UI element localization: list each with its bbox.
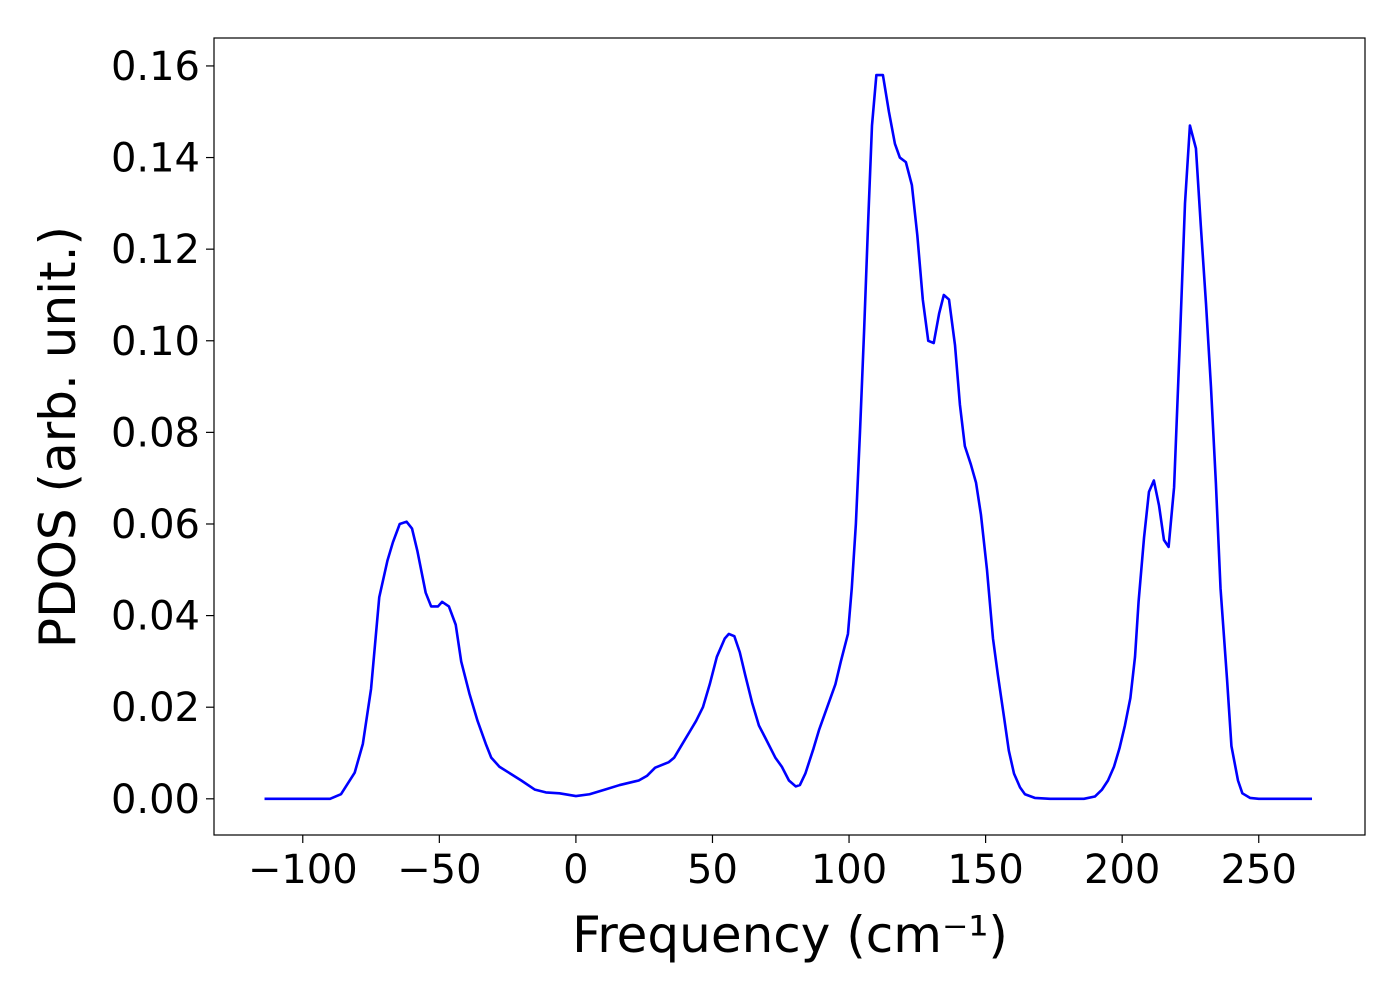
x-tick-label: −50 bbox=[397, 847, 481, 893]
y-tick-label: 0.08 bbox=[111, 410, 200, 456]
x-tick-label: 250 bbox=[1221, 847, 1297, 893]
y-tick-label: 0.00 bbox=[111, 777, 200, 823]
y-tick-label: 0.12 bbox=[111, 227, 200, 273]
plot-frame bbox=[213, 37, 1366, 836]
x-tick-label: 100 bbox=[811, 847, 887, 893]
x-tick-label: 0 bbox=[563, 847, 588, 893]
y-tick-label: 0.06 bbox=[111, 502, 200, 548]
x-tick-label: 200 bbox=[1084, 847, 1160, 893]
x-tick-label: 50 bbox=[687, 847, 738, 893]
y-tick-label: 0.04 bbox=[111, 594, 200, 640]
y-axis-label: PDOS (arb. unit.) bbox=[29, 226, 87, 648]
x-tick-label: 150 bbox=[947, 847, 1023, 893]
x-tick-label: −100 bbox=[248, 847, 358, 893]
y-tick-label: 0.10 bbox=[111, 319, 200, 365]
y-tick-label: 0.14 bbox=[111, 136, 200, 182]
x-axis-label: Frequency (cm⁻¹) bbox=[572, 906, 1008, 964]
data-line bbox=[264, 73, 1313, 801]
y-tick-label: 0.16 bbox=[111, 44, 200, 90]
y-tick-label: 0.02 bbox=[111, 685, 200, 731]
